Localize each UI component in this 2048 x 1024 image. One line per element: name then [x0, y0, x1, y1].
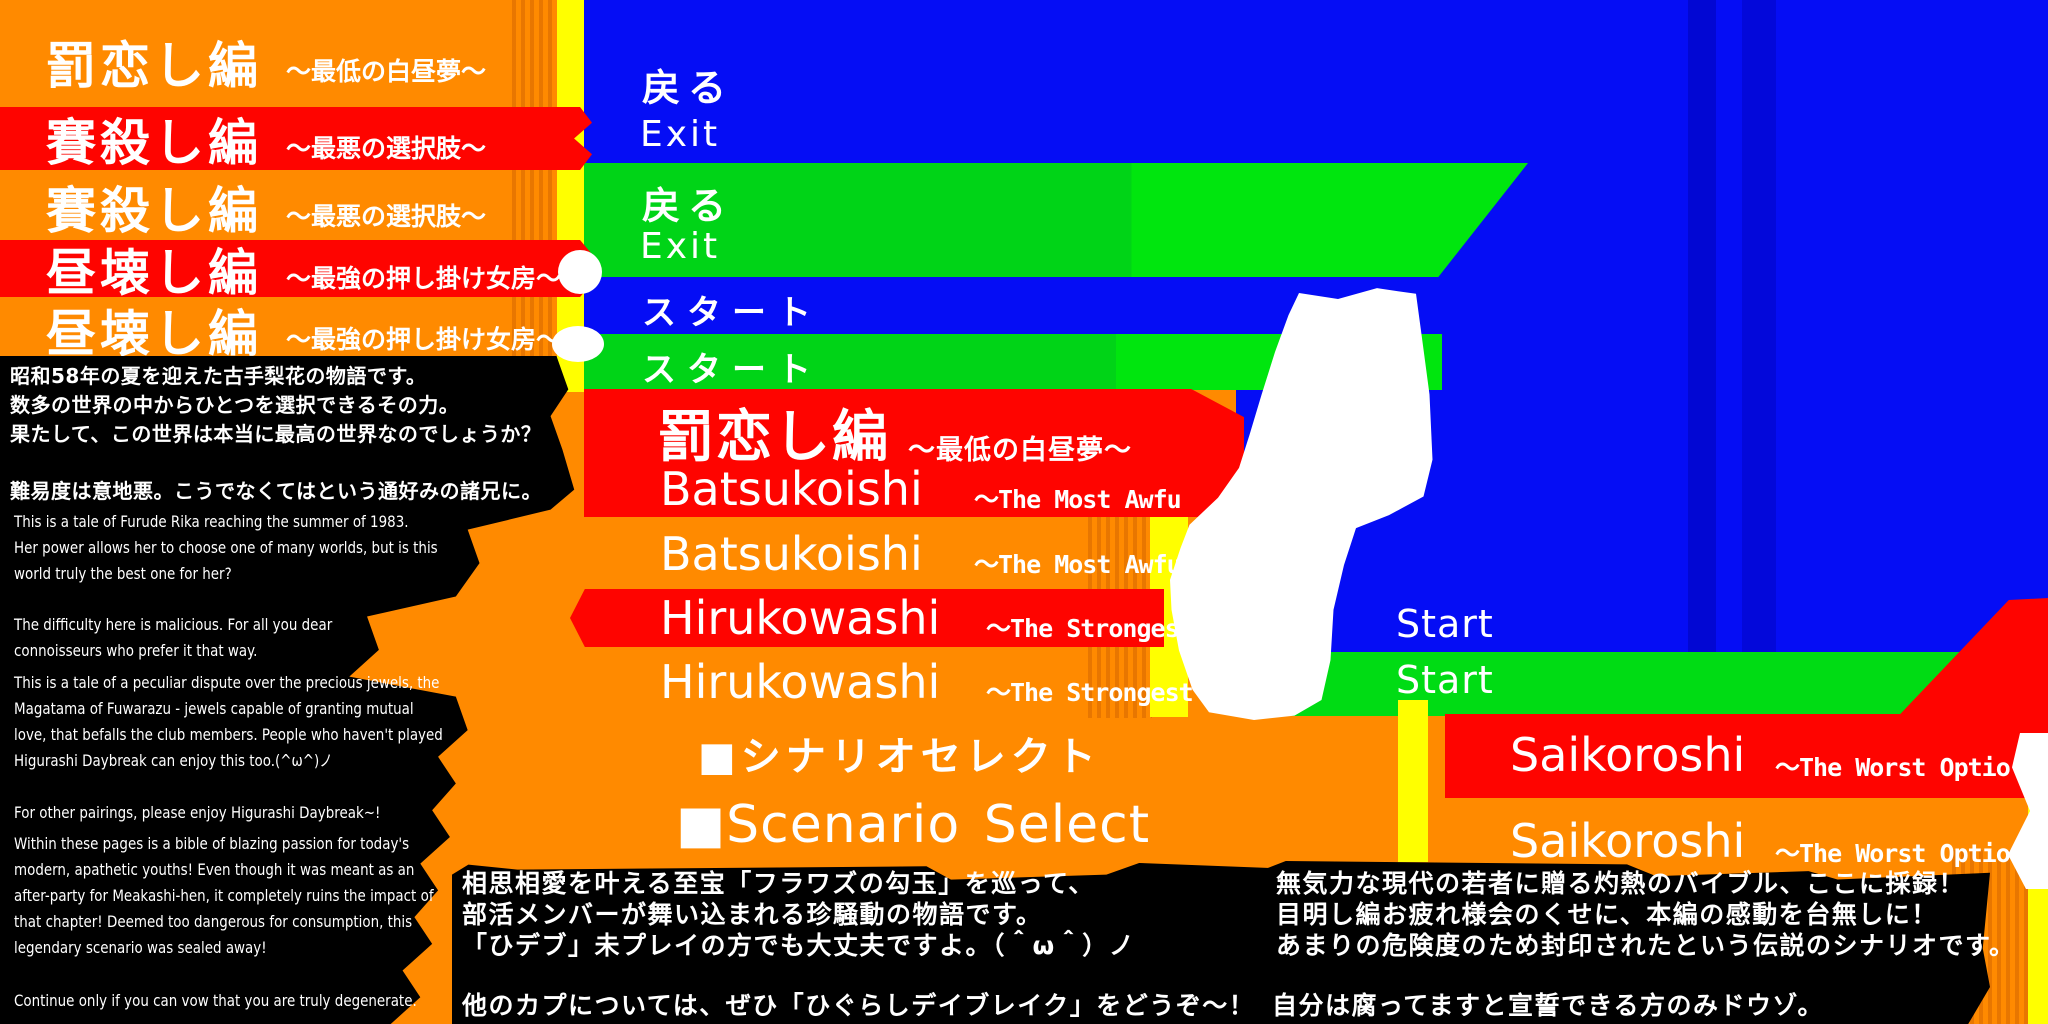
banner-subtitle: ～最悪の選択肢～ [286, 133, 487, 163]
description-left-en-warning: Continue only if you can vow that you ar… [14, 991, 417, 1010]
back-button-green[interactable]: 戻る [642, 184, 735, 228]
description-left-en-bible: Within these pages is a bible of blazing… [14, 834, 434, 957]
banner-title: Hirukowashi [660, 591, 941, 645]
page-title-en: ■Scenario Select [676, 795, 1151, 855]
banner-subtitle: ～最強の押し掛け女房～ [286, 263, 562, 293]
start-button-jp-blue[interactable]: スタート [642, 293, 822, 333]
description-right-jp: 無気力な現代の若者に贈る灼熱のバイブル、ここに採録！ 目明し編お疲れ様会のくせに、… [1276, 869, 2016, 960]
banner-title: Saikoroshi [1510, 814, 1746, 868]
banner-batsukoishi-hen-left[interactable]: 罰恋し編 ～最低の白昼夢～ [0, 30, 598, 94]
banner-saikoroshi-hen-left-orange[interactable]: 賽殺し編 ～最悪の選択肢～ [0, 177, 598, 237]
white-glitch-spot [552, 326, 604, 362]
description-panel-right [1264, 861, 1990, 1024]
red-hirukowashi-banner-background [570, 589, 1164, 647]
banner-subtitle: ～The Most Awfu [974, 550, 1182, 579]
banner-hirukowashi-en-red[interactable]: Hirukowashi ～The Strongest [584, 589, 1264, 645]
banner-subtitle: ～最強の押し掛け女房～ [286, 324, 562, 354]
description-left-jp-difficulty: 難易度は意地悪。こうでなくてはという通好みの諸兄に。 [10, 479, 542, 503]
exit-button-blue[interactable]: Exit [640, 114, 721, 155]
banner-title: Batsukoishi [660, 462, 923, 516]
description-left-en-daybreak: For other pairings, please enjoy Higuras… [14, 803, 381, 822]
description-middle-jp: 相思相愛を叶える至宝「フラワズの勾玉」を巡って、 部活メンバーが舞い込まれる珍騒動… [462, 869, 1136, 960]
banner-subtitle: ～The Worst Optio [1775, 753, 2011, 782]
banner-title: 罰恋し編 [46, 37, 262, 94]
banner-subtitle: ～最低の白昼夢～ [286, 57, 487, 86]
banner-hirukowashi-hen-left-red[interactable]: 昼壊し編 ～最強の押し掛け女房～ [0, 240, 593, 298]
back-button-blue[interactable]: 戻る [642, 66, 735, 110]
start-button-en-green[interactable]: Start [1396, 658, 1494, 702]
banner-subtitle: ～最悪の選択肢～ [286, 202, 487, 231]
banner-batsukoishi-en-red[interactable]: Batsukoishi ～The Most Awfu [584, 460, 1264, 516]
banner-saikoroshi-en-red[interactable]: Saikoroshi ～The Worst Optio [1445, 716, 2048, 798]
banner-saikoroshi-en-orange[interactable]: Saikoroshi ～The Worst Optio [1445, 802, 2048, 882]
start-button-jp-green[interactable]: スタート [642, 350, 822, 390]
blue-menu-band-top [584, 0, 2048, 164]
banner-hirukowashi-en-orange[interactable]: Hirukowashi ～The Strongest [584, 653, 1264, 709]
blue-gradient-stripe [1688, 0, 1716, 653]
banner-subtitle: ～The Most Awfu [974, 485, 1182, 514]
banner-subtitle: ～The Strongest [986, 614, 1194, 643]
banner-title: 賽殺し編 [46, 113, 262, 171]
description-left-en-difficulty: The difficulty here is malicious. For al… [14, 615, 333, 660]
description-left-en-magatama: This is a tale of a peculiar dispute ove… [14, 673, 443, 770]
banner-title: 昼壊し編 [46, 243, 262, 298]
glitch-noise-strip [512, 0, 558, 362]
banner-subtitle: ～The Strongest [986, 678, 1194, 707]
banner-title: Hirukowashi [660, 655, 941, 709]
banner-title: 昼壊し編 [46, 304, 262, 361]
yellow-glitch-strip [1398, 700, 1428, 862]
description-left-en-rika: This is a tale of Furude Rika reaching t… [14, 512, 438, 583]
banner-title: 罰恋し編 [658, 405, 890, 470]
banner-saikoroshi-hen-left-red[interactable]: 賽殺し編 ～最悪の選択肢～ [0, 107, 593, 171]
banner-batsukoishi-hen-center[interactable]: 罰恋し編 ～最低の白昼夢～ [584, 392, 1264, 472]
banner-batsukoishi-en-orange[interactable]: Batsukoishi ～The Most Awfu [584, 525, 1264, 581]
start-button-en-blue[interactable]: Start [1396, 602, 1494, 646]
banner-subtitle: ～最低の白昼夢～ [908, 435, 1132, 466]
banner-title: 賽殺し編 [46, 182, 262, 237]
description-left-jp: 昭和58年の夏を迎えた古手梨花の物語です。 数多の世界の中からひとつを選択できるそ… [10, 364, 542, 446]
blue-gradient-stripe [1742, 0, 1776, 653]
page-title-jp: ■シナリオセレクト [698, 734, 1101, 780]
green-menu-band-top [584, 163, 1528, 277]
description-right-jp-warning: 自分は腐ってますと宣誓できる方のみドウゾ。 [1272, 991, 1825, 1020]
banner-hirukowashi-hen-left-orange[interactable]: 昼壊し編 ～最強の押し掛け女房～ [0, 299, 598, 361]
red-batsukoishi-banner-background [584, 389, 1244, 517]
green-start-band [1240, 652, 1960, 716]
banner-title: Batsukoishi [660, 527, 923, 581]
white-glitch-spot [558, 250, 602, 294]
exit-button-green[interactable]: Exit [640, 226, 721, 267]
banner-subtitle: ～The Worst Optio [1775, 839, 2011, 868]
banner-title: Saikoroshi [1510, 728, 1746, 782]
description-panel-middle [452, 862, 1270, 1024]
description-middle-jp-daybreak: 他のカプについては、ぜひ「ひぐらしデイブレイク」をどうぞ～！ [462, 991, 1256, 1020]
